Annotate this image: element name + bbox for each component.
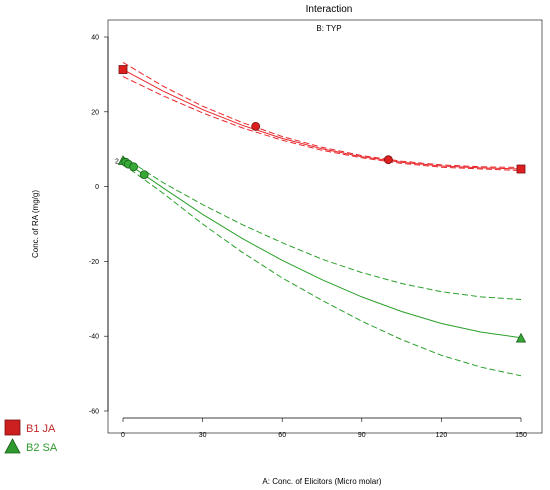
x-tick-label: 60: [278, 432, 286, 439]
legend-marker-b2-sa: [4, 438, 21, 454]
data-point-b1-ja: [251, 121, 261, 131]
data-point-b1-ja: [383, 155, 393, 165]
data-point-b1-ja: [516, 164, 526, 174]
plot-frame: [107, 19, 543, 434]
fit-line-b1-ja: [122, 69, 522, 170]
y-tick-label: 40: [91, 35, 99, 42]
series-b2-sa: 2: [115, 155, 527, 377]
y-axis-ticks: -60 -40 -20 0 20 40: [89, 35, 108, 416]
data-point-b2-sa: [129, 162, 139, 172]
series-layer: 2: [115, 61, 527, 377]
legend: B1 JA B2 SA: [4, 419, 58, 454]
x-tick-label: 0: [121, 432, 125, 439]
fit-line-b2-sa: [122, 159, 522, 339]
series-b1-ja: [118, 61, 526, 174]
point-count-annotation: 2: [115, 158, 119, 165]
legend-label-b2-sa: B2 SA: [26, 442, 58, 454]
ci-lower-line-b2-sa: [122, 163, 522, 377]
x-axis-ticks: 0 30 60 90 120 150: [121, 418, 527, 439]
y-axis-label: Conc. of RA (mg/g): [31, 190, 40, 258]
x-axis-label: A: Conc. of Elicitors (Micro molar): [262, 477, 381, 486]
legend-label-b1-ja: B1 JA: [26, 423, 56, 435]
data-point-b1-ja: [118, 65, 128, 74]
y-tick-label: -20: [89, 259, 99, 266]
x-tick-label: 120: [436, 432, 448, 439]
x-tick-label: 150: [515, 432, 527, 439]
y-tick-label: 20: [91, 109, 99, 116]
data-point-b2-sa: [139, 170, 149, 180]
ci-lower-line-b1-ja: [122, 76, 522, 171]
ci-upper-line-b1-ja: [122, 61, 522, 168]
y-tick-label: -40: [89, 334, 99, 341]
ci-upper-line-b2-sa: [122, 156, 522, 300]
x-tick-label: 30: [199, 432, 207, 439]
chart-title: Interaction: [306, 4, 353, 15]
chart-subtitle: B: TYP: [316, 24, 341, 33]
y-tick-label: -60: [89, 409, 99, 416]
x-tick-label: 90: [358, 432, 366, 439]
legend-marker-b1-ja: [4, 419, 21, 436]
y-tick-label: 0: [95, 184, 99, 191]
data-point-b2-sa: [515, 332, 527, 343]
